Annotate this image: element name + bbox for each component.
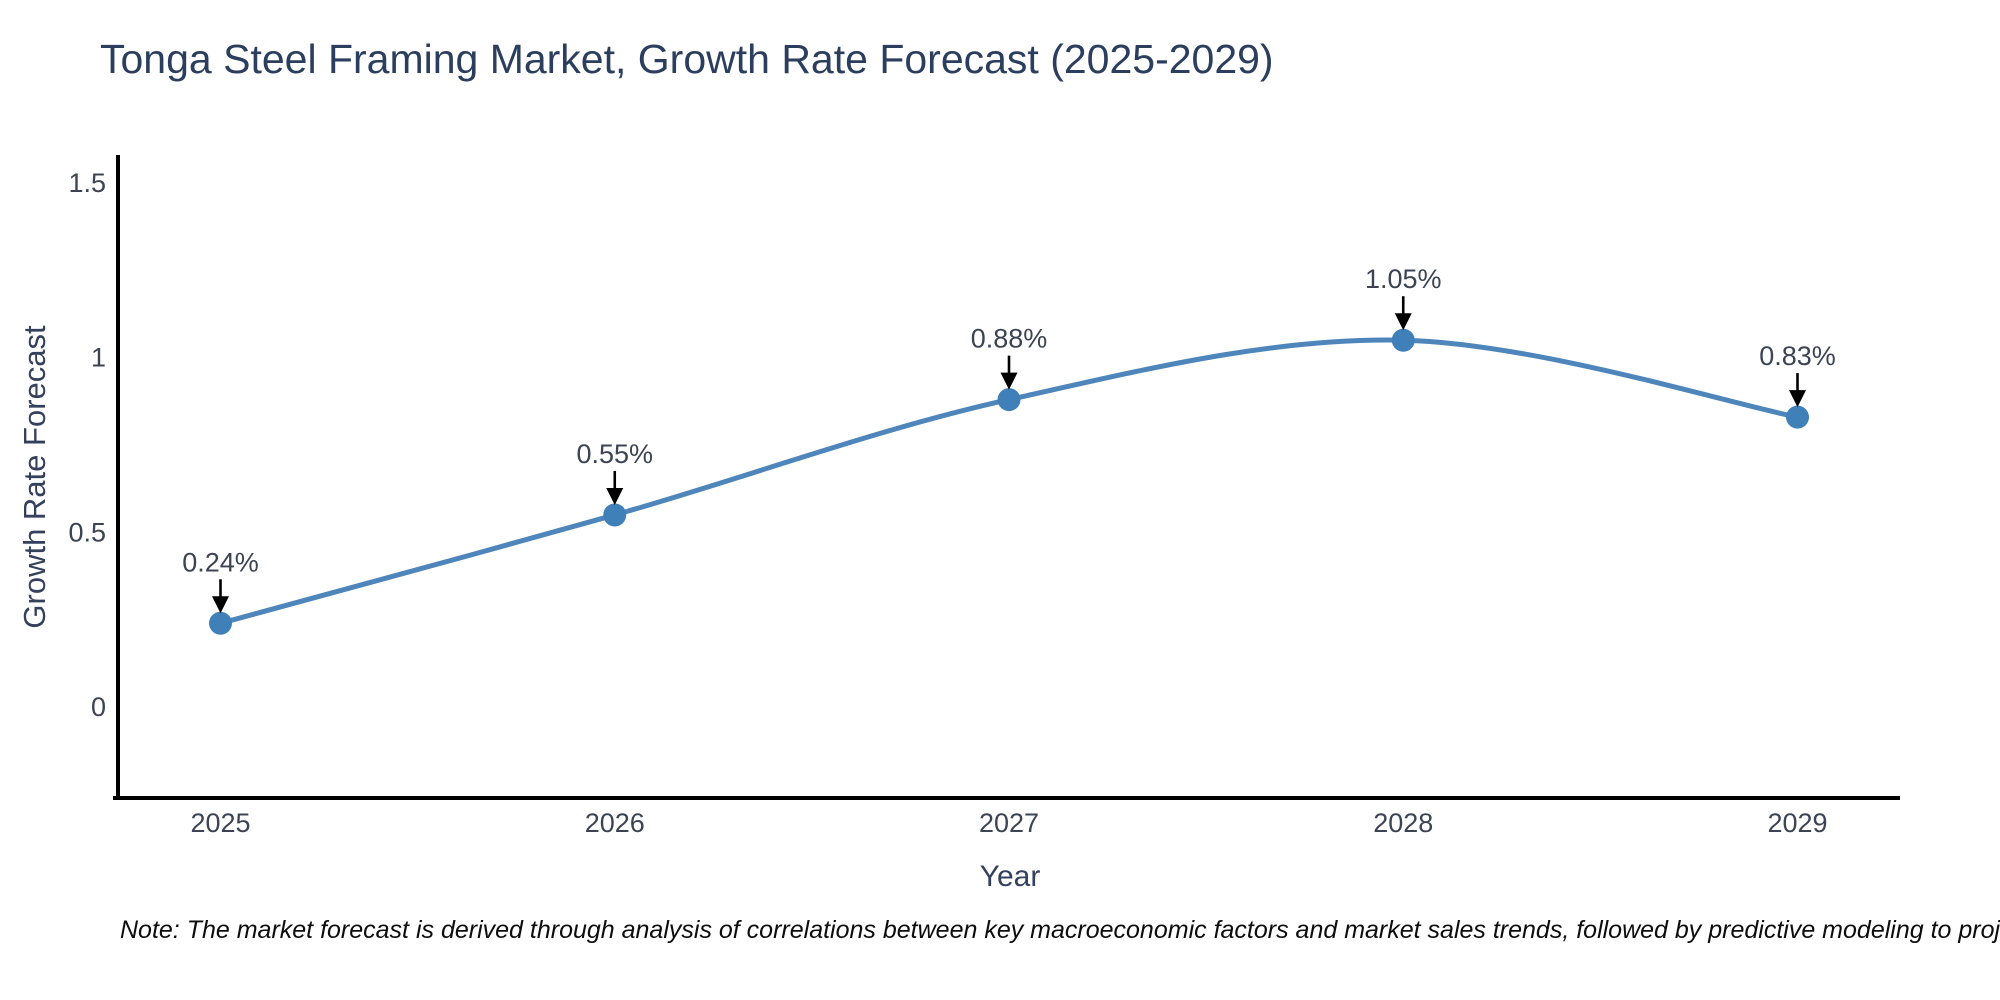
- annotation-arrowhead: [1000, 372, 1018, 390]
- y-tick-label: 1.5: [68, 168, 106, 198]
- data-point-label: 0.83%: [1759, 341, 1836, 371]
- x-tick-labels: 2025 2026 2027 2028 2029: [190, 808, 1827, 838]
- axes: [113, 155, 1900, 800]
- annotation-arrowhead: [606, 487, 624, 505]
- chart-title: Tonga Steel Framing Market, Growth Rate …: [100, 36, 1274, 82]
- y-tick-labels: 0 0.5 1 1.5: [68, 168, 106, 722]
- annotation-arrowhead: [1394, 313, 1412, 331]
- data-point-marker: [997, 388, 1021, 412]
- data-point-label: 0.24%: [182, 547, 259, 577]
- y-tick-label: 1: [91, 343, 106, 373]
- point-annotations: 0.24% 0.55% 0.88% 1.05% 0.83%: [182, 264, 1836, 614]
- x-tick-label: 2029: [1767, 808, 1827, 838]
- x-tick-label: 2027: [979, 808, 1039, 838]
- data-point-markers: [209, 328, 1809, 635]
- annotation-arrowhead: [212, 596, 230, 614]
- data-point-marker: [603, 503, 627, 527]
- data-point-marker: [209, 611, 233, 635]
- x-tick-label: 2025: [190, 808, 250, 838]
- annotation-arrowhead: [1788, 390, 1806, 408]
- data-point-label: 0.55%: [576, 439, 653, 469]
- x-tick-label: 2028: [1373, 808, 1433, 838]
- x-tick-label: 2026: [585, 808, 645, 838]
- x-axis-title: Year: [979, 860, 1041, 893]
- data-point-marker: [1391, 328, 1415, 352]
- data-point-label: 1.05%: [1365, 264, 1442, 294]
- y-tick-label: 0: [91, 692, 106, 722]
- y-tick-label: 0.5: [68, 517, 106, 547]
- data-point-marker: [1785, 405, 1809, 429]
- data-point-label: 0.88%: [971, 324, 1048, 354]
- footnote: Note: The market forecast is derived thr…: [120, 916, 2000, 944]
